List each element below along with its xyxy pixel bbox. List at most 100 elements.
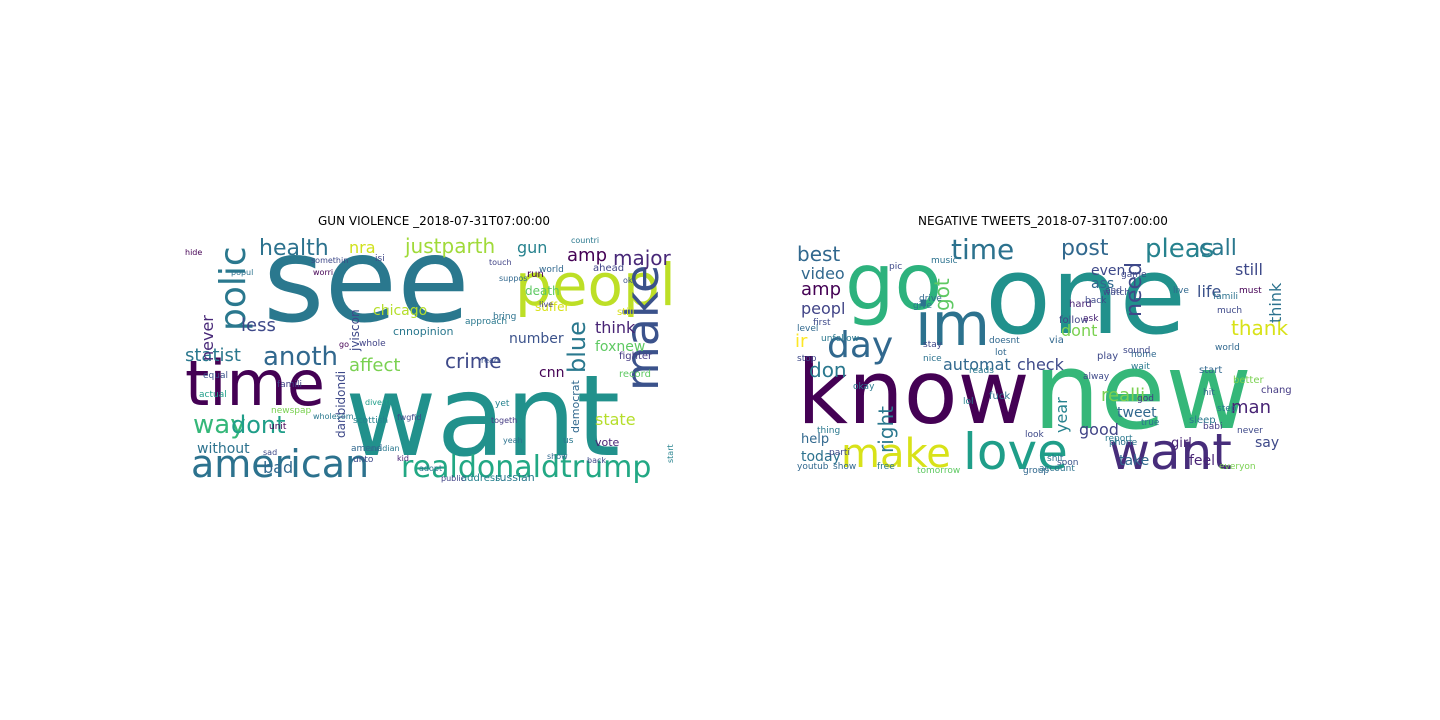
word-babi: babi <box>1203 422 1222 432</box>
word-must: must <box>1239 286 1262 296</box>
word-love: love <box>963 423 1068 481</box>
word-reads: reads <box>969 366 994 376</box>
word-without: without <box>197 441 250 457</box>
word-parti: parti <box>829 448 850 458</box>
word-sound: sound <box>1123 346 1150 356</box>
word-follow: follow <box>1059 315 1089 326</box>
word-home: home <box>1131 350 1157 360</box>
word-chicago: chicago <box>373 303 427 319</box>
word-life: life <box>1197 282 1221 301</box>
word-hit: hit <box>1203 388 1215 398</box>
word-okay: okay <box>853 382 875 392</box>
word-affect: affect <box>349 355 400 376</box>
word-first: first <box>813 318 831 328</box>
word-ahead: ahead <box>593 263 624 274</box>
word-best: best <box>797 242 840 266</box>
word-famili: famili <box>1213 292 1238 302</box>
word-lol: lol <box>963 397 974 407</box>
word-via: via <box>1049 335 1064 346</box>
word-chang: chang <box>1261 385 1292 396</box>
word-cnn: cnn <box>539 365 564 381</box>
word-realdonaldtrump: realdonaldtrump <box>401 450 651 483</box>
word-isi: isi <box>375 254 385 264</box>
word-bad: bad <box>263 458 293 477</box>
word-help: help <box>801 432 829 447</box>
word-youtub: youtub <box>797 462 829 472</box>
word-game: game <box>1121 270 1147 280</box>
word-im: im <box>915 290 990 360</box>
word-still: still <box>617 307 634 318</box>
word-never: never <box>1237 426 1263 436</box>
word-cnnopinion: cnnopinion <box>393 325 454 338</box>
word-run: run <box>527 269 544 280</box>
word-soon: soon <box>1057 458 1078 468</box>
word-lot: lot <box>995 348 1007 358</box>
word-feel: feel <box>1189 453 1215 469</box>
word-never: never <box>198 315 217 361</box>
word-stop: stop <box>797 354 817 364</box>
word-public: public <box>441 474 465 483</box>
word-go: go <box>845 238 942 328</box>
word-togeth: togeth <box>491 416 517 425</box>
word-dont: dont <box>1061 321 1097 340</box>
word-report: report <box>1105 434 1133 444</box>
word-want: want <box>1109 423 1232 481</box>
word-start: start <box>1199 365 1222 376</box>
word-peopl: peopl <box>801 299 845 318</box>
word-live: live <box>539 300 553 309</box>
word-kid: kid <box>397 454 409 463</box>
word-unfollow: unfollow <box>821 334 859 344</box>
wordcloud-negative-tweets: one new know go im want love make day time pleas po… <box>793 233 1293 483</box>
word-automat: automat <box>943 355 1011 374</box>
word-say: say <box>1255 435 1279 451</box>
word-better: better <box>1233 375 1264 386</box>
word-doesnt: doesnt <box>989 336 1020 346</box>
word-tomorrow: tomorrow <box>917 466 960 476</box>
word-danbidondi: danbidondi <box>334 371 348 438</box>
word-world: world <box>539 265 564 275</box>
word-thing: thing <box>817 426 840 436</box>
panel-title-negative-tweets: NEGATIVE TWEETS_2018-07-31T07:00:00 <box>918 214 1168 228</box>
word-yet: yet <box>495 399 510 409</box>
word-video: video <box>801 264 845 283</box>
word-watch: watch <box>1103 288 1130 298</box>
word-account: account <box>1039 464 1075 474</box>
word-even: even <box>1091 263 1125 279</box>
word-today: today <box>801 449 841 465</box>
word-know: know <box>797 341 1030 444</box>
word-wait: wait <box>1131 362 1150 372</box>
word-go: go <box>339 340 349 349</box>
word-one: one <box>985 234 1186 359</box>
word-nice: nice <box>923 354 942 364</box>
word-anoth: anoth <box>263 342 338 372</box>
word-amend: amend <box>351 444 382 454</box>
word-justparth: justparth <box>404 234 495 258</box>
word-look: look <box>1025 430 1045 440</box>
word-actual: actual <box>199 390 227 400</box>
word-yeah: yeah <box>503 436 523 445</box>
word-much: much <box>1217 306 1242 316</box>
word-show: show <box>833 462 856 472</box>
word-peopl: peopl <box>515 251 676 319</box>
word-amp: amp <box>567 245 607 266</box>
word-somethin: somethin <box>311 256 348 265</box>
word-fighter: fighter <box>619 351 653 362</box>
word-fwgfid: fwgfid <box>397 413 421 422</box>
word-polic: polic <box>213 246 254 331</box>
word-jviscon: jviscon <box>348 309 362 352</box>
word-gun: gun <box>517 238 547 257</box>
word-worri: worri <box>313 268 333 277</box>
word-russian: russian <box>495 471 535 483</box>
word-show: show <box>547 452 568 461</box>
word-touch: touch <box>489 258 512 267</box>
word-adopt: adopt <box>419 464 442 473</box>
word-unto: unto <box>353 455 374 465</box>
word-pleas: pleas <box>1145 234 1214 264</box>
word-tweet: tweet <box>1117 405 1157 421</box>
word-back: back <box>587 456 606 465</box>
panel-title-gun-violence: GUN VIOLENCE _2018-07-31T07:00:00 <box>318 214 551 228</box>
word-make: make <box>841 431 951 477</box>
word-think: think <box>595 318 636 337</box>
word-music: music <box>931 256 958 266</box>
